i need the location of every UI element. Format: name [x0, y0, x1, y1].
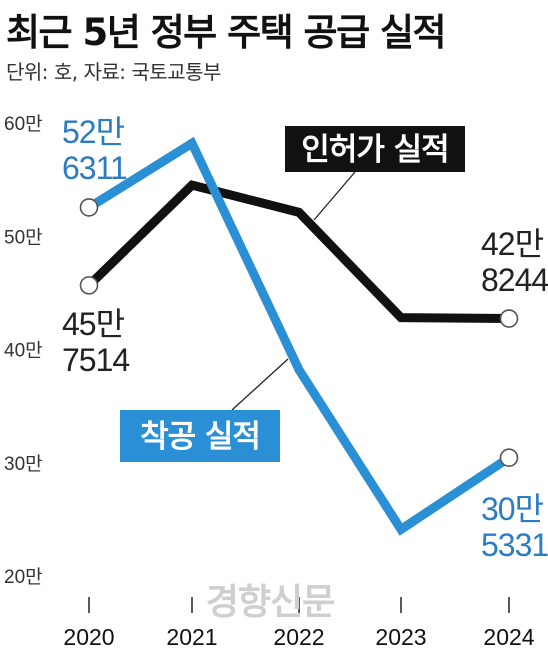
- x-tick-label: 2023: [375, 624, 426, 650]
- value-annotation: 7514: [62, 342, 129, 378]
- series-0-endpoint: [79, 276, 99, 295]
- series-label: 인허가 실적: [301, 132, 448, 168]
- watermark: 경향신문: [206, 582, 334, 623]
- x-tick-label: 2021: [166, 624, 217, 650]
- series-1-endpoint: [499, 448, 519, 468]
- value-annotation: 6311: [62, 150, 127, 186]
- series-label-leader: [231, 358, 289, 411]
- value-annotation: 30만: [481, 491, 544, 527]
- series-line-0: [85, 180, 510, 324]
- series-line-1: [86, 136, 512, 536]
- series-0-endpoint: [499, 309, 519, 328]
- x-tick-label: 2022: [273, 624, 324, 650]
- y-tick-label: 30만: [4, 453, 43, 475]
- series-label: 착공 실적: [140, 419, 260, 455]
- y-tick-label: 60만: [4, 113, 43, 135]
- value-annotation: 45만: [62, 306, 125, 342]
- series-label-box: [285, 126, 465, 172]
- value-annotation: 5331: [481, 527, 548, 563]
- chart-title: 최근 5년 정부 주택 공급 실적: [6, 11, 447, 54]
- x-tick-label: 2020: [63, 624, 114, 650]
- y-tick-label: 20만: [4, 566, 43, 588]
- value-annotation: 52만: [62, 114, 125, 150]
- series-label-leader: [313, 171, 356, 221]
- x-tick-label: 2024: [483, 624, 534, 650]
- series-label-box: [120, 410, 280, 462]
- value-annotation: 42만: [481, 226, 544, 262]
- unit-source-note: 단위: 호, 자료: 국토교통부: [6, 60, 221, 84]
- series-1-endpoint: [79, 198, 99, 217]
- y-tick-label: 40만: [4, 340, 43, 362]
- value-annotation: 8244: [481, 262, 548, 298]
- y-tick-label: 50만: [4, 226, 43, 248]
